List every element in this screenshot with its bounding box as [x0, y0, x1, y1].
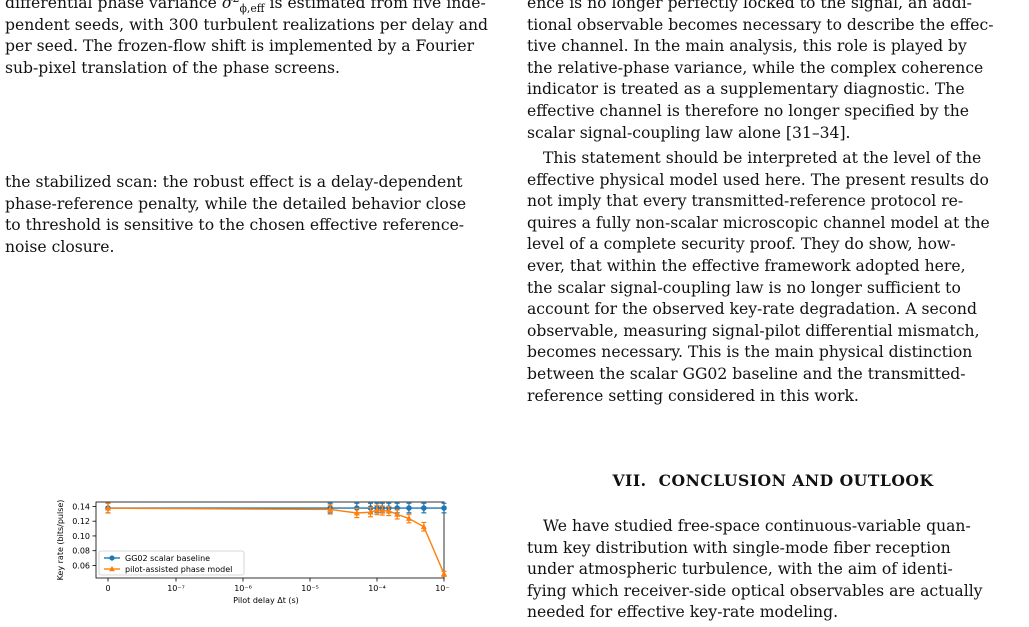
legend-marker: [109, 555, 115, 561]
text-line: per seed. The frozen-flow shift is imple…: [5, 37, 475, 56]
x-tick-label: 10⁻⁷: [167, 584, 185, 593]
x-tick-label: 10⁻⁶: [234, 584, 252, 593]
y-tick-label: 0.14: [72, 502, 90, 511]
text-line: This statement should be interpreted at …: [543, 149, 982, 167]
text-line: phase-reference penalty, while the detai…: [5, 194, 467, 213]
data-point: [420, 523, 427, 530]
text-line: not imply that every transmitted-referen…: [527, 192, 964, 211]
text-line: tive channel. In the main analysis, this…: [527, 37, 967, 56]
text-line: level of a complete security proof. They…: [527, 235, 956, 254]
y-tick-label: 0.08: [72, 547, 90, 556]
text-line: indicator is treated as a supplementary …: [527, 80, 965, 99]
text-line: needed for effective key-rate modeling.: [527, 603, 839, 622]
right-paragraph-3: We have studied free-space continuous-va…: [527, 516, 1019, 624]
left-paragraph-1: differential phase variance σ2ϕ,eff is e…: [5, 0, 499, 79]
text-line: fying which receiver-side optical observ…: [527, 581, 983, 600]
section-title: CONCLUSION AND OUTLOOK: [658, 471, 934, 490]
text-line: scalar signal-coupling law alone [31–34]…: [527, 123, 851, 142]
text-line: to threshold is sensitive to the chosen …: [5, 216, 465, 235]
data-point: [406, 505, 412, 511]
text-line: effective channel is therefore no longer…: [527, 101, 970, 120]
y-tick-label: 0.06: [72, 561, 90, 570]
text-line: is estimated from five inde-: [264, 0, 486, 12]
x-axis-label: Pilot delay Δt (s): [233, 596, 299, 605]
data-point: [374, 506, 380, 513]
data-point: [353, 509, 360, 516]
legend-label: pilot-assisted phase model: [125, 565, 232, 574]
key-rate-figure: 0 10⁻⁷ 10⁻⁶ 10⁻⁵ 10⁻⁴ 10⁻³ 0.06 0.08 0.10 0.12 0.1…: [40, 495, 453, 615]
text-line: under atmospheric turbulence, with the a…: [527, 560, 953, 579]
x-tick-label: 10⁻⁵: [301, 584, 319, 593]
legend-marker: [109, 565, 115, 572]
text-line: sub-pixel translation of the phase scree…: [5, 58, 340, 77]
text-line: pendent seeds, with 300 turbulent realiz…: [5, 15, 488, 34]
section-heading: VII. CONCLUSION AND OUTLOOK: [527, 471, 1019, 490]
text-line: observable, measuring signal-pilot diffe…: [527, 321, 980, 340]
text-line: differential phase variance: [5, 0, 222, 12]
sigma-subscript: ϕ,eff: [239, 2, 265, 16]
left-paragraph-2: the stabilized scan: the robust effect i…: [5, 172, 499, 258]
right-paragraph-2: This statement should be interpreted at …: [527, 148, 1019, 407]
legend-box: [98, 550, 245, 576]
data-point: [441, 570, 447, 577]
text-line: tional observable becomes necessary to d…: [527, 15, 994, 34]
text-line: We have studied free-space continuous-va…: [543, 517, 971, 535]
text-line: noise closure.: [5, 237, 115, 256]
data-point: [367, 508, 374, 515]
text-line: ence is no longer perfectly locked to th…: [527, 0, 972, 12]
text-line: ever, that within the effective framewor…: [527, 256, 966, 275]
y-tick-label: 0.10: [72, 532, 90, 541]
data-point: [421, 505, 427, 511]
text-line: tum key distribution with single-mode fi…: [527, 538, 951, 557]
x-tick-label: 0: [105, 584, 110, 593]
data-point: [394, 510, 401, 517]
text-line: between the scalar GG02 baseline and the…: [527, 364, 966, 383]
key-rate-chart: 0 10⁻⁷ 10⁻⁶ 10⁻⁵ 10⁻⁴ 10⁻³ 0.06 0.08 0.10 0.12 0.1…: [56, 500, 453, 605]
y-tick-label: 0.12: [72, 517, 90, 526]
right-paragraph-1: ence is no longer perfectly locked to th…: [527, 0, 1019, 144]
data-point: [441, 505, 447, 511]
data-point: [385, 507, 392, 514]
text-line: the scalar signal-coupling law is no lon…: [527, 278, 961, 297]
data-point: [105, 504, 111, 511]
data-point: [327, 506, 334, 512]
x-tick-label: 10⁻³: [435, 584, 450, 593]
text-line: reference setting considered in this wor…: [527, 386, 859, 405]
text-line: effective physical model used here. The …: [527, 170, 989, 189]
data-point: [405, 515, 412, 521]
x-tick-label: 10⁻⁴: [368, 584, 386, 593]
text-line: becomes necessary. This is the main phys…: [527, 343, 973, 362]
text-line: quires a fully non-scalar microscopic ch…: [527, 213, 990, 232]
text-line: the stabilized scan: the robust effect i…: [5, 173, 463, 191]
section-number: VII.: [612, 471, 647, 490]
text-line: the relative-phase variance, while the c…: [527, 58, 984, 77]
plot-frame: [95, 501, 445, 579]
legend-label: GG02 scalar baseline: [125, 554, 210, 563]
text-line: account for the observed key-rate degrad…: [527, 300, 977, 319]
data-point: [379, 507, 386, 513]
sigma-superscript: 2: [232, 0, 239, 5]
y-axis-label: Key rate (bits/pulse): [56, 500, 65, 581]
sigma-symbol: σ: [221, 0, 233, 12]
